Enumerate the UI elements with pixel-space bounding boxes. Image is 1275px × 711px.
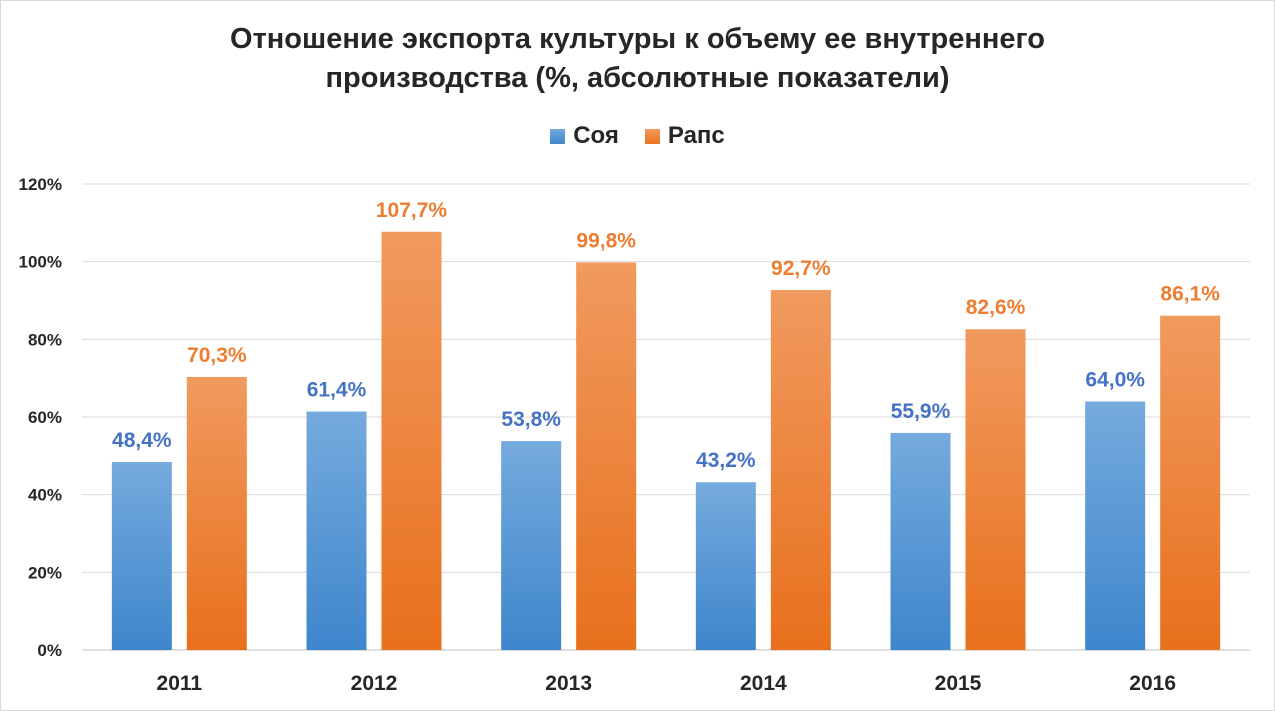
- legend-item-soy: Соя: [550, 122, 619, 150]
- bar-soy-2015: [890, 432, 951, 650]
- bar-soy-2014: [695, 482, 756, 650]
- data-label-soy-2016: 64,0%: [1085, 368, 1145, 391]
- chart-legend: Соя Рапс: [0, 122, 1275, 150]
- y-tick-label: 80%: [28, 330, 62, 349]
- data-label-rapeseed-2011: 70,3%: [187, 344, 247, 367]
- data-label-rapeseed-2016: 86,1%: [1160, 283, 1220, 306]
- bar-rapeseed-2016: [1160, 315, 1221, 650]
- chart-title-line-2: производства (%, абсолютные показатели): [325, 62, 950, 94]
- bar-rapeseed-2014: [770, 290, 831, 650]
- x-tick-label: 2014: [740, 672, 787, 695]
- bar-rapeseed-2012: [381, 231, 442, 650]
- y-tick-label: 60%: [28, 408, 62, 427]
- y-tick-label: 40%: [28, 486, 62, 505]
- chart-title: Отношение экспорта культуры к объему ее …: [0, 20, 1275, 98]
- data-label-rapeseed-2012: 107,7%: [376, 199, 448, 222]
- legend-swatch-soy: [550, 128, 566, 144]
- legend-label-soy: Соя: [573, 122, 619, 149]
- data-label-rapeseed-2014: 92,7%: [771, 257, 831, 280]
- x-tick-label: 2011: [157, 672, 203, 695]
- chart-title-line-1: Отношение экспорта культуры к объему ее …: [230, 23, 1045, 55]
- y-tick-label: 100%: [19, 253, 62, 272]
- bar-rapeseed-2015: [965, 329, 1026, 650]
- data-label-soy-2015: 55,9%: [891, 400, 951, 423]
- data-label-rapeseed-2013: 99,8%: [576, 229, 636, 252]
- bar-soy-2011: [111, 462, 172, 650]
- legend-label-rapeseed: Рапс: [667, 122, 725, 149]
- y-tick-label: 0%: [37, 641, 62, 660]
- legend-item-rapeseed: Рапс: [644, 122, 725, 150]
- data-label-soy-2011: 48,4%: [112, 429, 172, 452]
- x-tick-label: 2013: [545, 672, 592, 695]
- bar-rapeseed-2011: [186, 377, 247, 650]
- bar-rapeseed-2013: [576, 262, 637, 650]
- data-label-soy-2013: 53,8%: [501, 408, 561, 431]
- data-label-rapeseed-2015: 82,6%: [966, 296, 1026, 319]
- x-tick-label: 2015: [935, 672, 982, 695]
- bar-soy-2016: [1085, 401, 1146, 650]
- data-label-soy-2014: 43,2%: [696, 449, 756, 472]
- y-tick-label: 20%: [28, 563, 62, 582]
- x-tick-label: 2012: [351, 672, 398, 695]
- x-tick-label: 2016: [1129, 672, 1176, 695]
- bar-soy-2012: [306, 411, 367, 650]
- legend-swatch-rapeseed: [644, 128, 660, 144]
- y-tick-label: 120%: [19, 175, 62, 194]
- data-label-soy-2012: 61,4%: [307, 379, 367, 402]
- bar-soy-2013: [501, 441, 562, 650]
